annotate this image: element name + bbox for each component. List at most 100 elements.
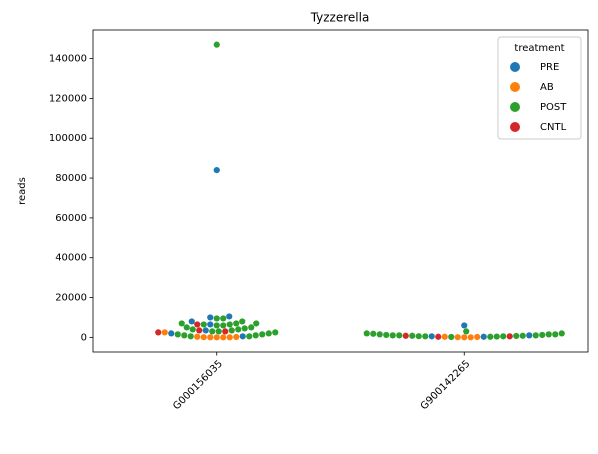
swarm-point	[552, 331, 559, 338]
y-tick-label: 120000	[49, 93, 87, 104]
swarm-point	[213, 166, 220, 174]
x-tick-label: G000156035	[171, 358, 225, 412]
swarm-point	[545, 331, 552, 338]
swarm-point	[207, 314, 214, 321]
legend-label: PRE	[540, 62, 559, 73]
swarm-point	[474, 333, 481, 341]
swarm-point	[265, 330, 272, 337]
swarm-point	[383, 331, 390, 339]
swarm-point	[248, 324, 255, 331]
swarm-point	[463, 328, 470, 335]
swarm-point	[239, 318, 246, 325]
swarm-point	[161, 329, 168, 336]
swarm-point	[461, 322, 468, 329]
swarm-point	[493, 333, 500, 340]
y-axis-label: reads	[17, 177, 28, 205]
legend-marker	[510, 102, 520, 112]
swarm-point	[188, 318, 195, 325]
swarm-point	[246, 333, 253, 340]
swarm-point	[207, 334, 214, 341]
y-tick-label: 20000	[55, 293, 87, 304]
swarm-point	[155, 329, 162, 336]
swarm-point	[226, 334, 233, 341]
y-tick-label: 80000	[55, 173, 87, 184]
swarm-point	[370, 330, 377, 337]
swarm-point	[189, 326, 196, 333]
swarm-point	[168, 330, 175, 337]
swarm-point	[181, 332, 188, 339]
swarm-point	[435, 333, 442, 340]
swarm-point	[233, 320, 240, 327]
swarm-point	[558, 330, 565, 337]
swarm-point	[178, 320, 185, 327]
legend-box	[497, 36, 582, 140]
swarm-point	[226, 321, 233, 328]
swarm-point	[220, 322, 227, 329]
plot-frame	[92, 29, 589, 353]
y-tick-label: 140000	[49, 54, 87, 65]
swarm-point	[220, 334, 227, 341]
swarm-point	[441, 333, 448, 340]
swarm-point	[235, 326, 242, 333]
swarm-point	[194, 321, 201, 328]
swarm-point	[480, 333, 487, 340]
swarm-point	[259, 331, 266, 338]
swarm-point	[519, 332, 526, 339]
swarm-point	[228, 327, 235, 334]
swarm-point	[196, 327, 203, 334]
legend-marker	[510, 62, 520, 72]
swarm-point	[409, 332, 416, 339]
swarm-point	[513, 332, 520, 340]
y-tick-label: 0	[81, 332, 87, 343]
legend-label: CNTL	[540, 122, 567, 133]
swarm-point	[428, 333, 435, 340]
y-tick-label: 40000	[55, 253, 87, 264]
swarm-point	[532, 332, 539, 339]
legend-marker	[510, 122, 520, 132]
swarm-point	[506, 333, 513, 340]
swarm-point	[187, 333, 194, 340]
swarm-point	[226, 313, 233, 320]
legend-label: POST	[540, 102, 567, 113]
swarm-point	[239, 333, 246, 340]
swarm-point	[213, 322, 220, 329]
swarm-point	[233, 333, 240, 341]
swarm-point	[200, 334, 207, 341]
swarm-point	[448, 333, 455, 341]
swarm-point	[220, 315, 227, 322]
y-tick-label: 100000	[49, 133, 87, 144]
chart-title: Tyzzerella	[310, 11, 370, 25]
swarm-point	[252, 332, 259, 339]
swarm-point	[500, 333, 507, 340]
swarm-point	[202, 327, 209, 334]
swarm-point	[213, 315, 220, 322]
swarm-point	[222, 328, 229, 335]
swarm-point	[402, 332, 409, 339]
swarm-point	[396, 332, 403, 339]
swarm-point	[539, 331, 546, 339]
swarm-point	[194, 333, 201, 340]
y-tick-label: 60000	[55, 213, 87, 224]
swarm-point	[207, 321, 214, 328]
swarm-point	[215, 328, 222, 335]
swarm-point	[487, 333, 494, 340]
swarm-point	[422, 333, 429, 340]
swarm-point	[389, 332, 396, 339]
legend-title: treatment	[514, 43, 564, 54]
swarm-point	[415, 333, 422, 340]
legend-label: AB	[540, 82, 554, 93]
swarm-point	[467, 334, 474, 341]
swarm-point	[213, 334, 220, 341]
swarm-point	[213, 41, 220, 48]
swarm-point	[376, 331, 383, 338]
swarm-point	[461, 334, 468, 341]
legend-marker	[510, 82, 520, 92]
swarm-point	[209, 328, 216, 335]
swarm-point	[454, 334, 461, 341]
swarm-point	[200, 321, 207, 328]
swarm-point	[363, 330, 370, 337]
swarm-point	[183, 324, 190, 331]
x-tick-label: G900142265	[419, 358, 473, 412]
